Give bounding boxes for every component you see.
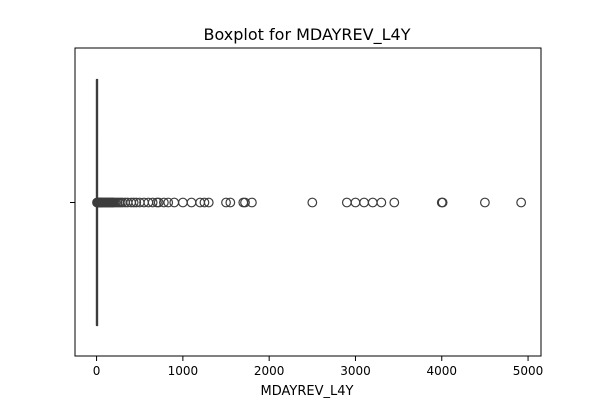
- outlier-point: [516, 197, 527, 208]
- outlier-point: [247, 197, 257, 208]
- outlier-point: [158, 197, 169, 208]
- outlier-point: [307, 197, 318, 208]
- outlier-point: [177, 197, 188, 208]
- outlier-point: [240, 197, 250, 208]
- outlier-point: [437, 197, 448, 208]
- outlier-point: [221, 197, 231, 208]
- outlier-point: [359, 197, 369, 208]
- x-tick-label: 2000: [254, 364, 285, 378]
- outlier-point: [163, 197, 174, 208]
- outlier-point: [350, 197, 361, 208]
- outlier-point: [147, 197, 158, 208]
- x-tick-label: 0: [93, 364, 101, 378]
- outlier-point: [169, 197, 180, 208]
- outlier-point: [186, 197, 197, 208]
- outlier-points: [92, 197, 527, 208]
- x-tick-label: 3000: [340, 364, 371, 378]
- outlier-point: [389, 197, 400, 208]
- outlier-point: [128, 197, 139, 208]
- outlier-point: [376, 197, 387, 208]
- x-axis-label: MDAYREV_L4Y: [261, 384, 354, 399]
- chart-title: Boxplot for MDAYREV_L4Y: [204, 25, 411, 45]
- outlier-point: [367, 197, 378, 208]
- x-axis-ticks: 0 1000 2000 3000 4000 5000: [93, 356, 544, 378]
- outlier-point: [203, 197, 214, 208]
- outlier-point: [199, 197, 210, 208]
- x-tick-label: 4000: [426, 364, 457, 378]
- x-tick-label: 1000: [168, 364, 199, 378]
- outlier-point: [131, 197, 142, 208]
- x-tick-label: 5000: [513, 364, 544, 378]
- outlier-point: [480, 197, 490, 208]
- outlier-point: [153, 197, 164, 208]
- outlier-point: [341, 197, 352, 208]
- outlier-point: [225, 197, 236, 208]
